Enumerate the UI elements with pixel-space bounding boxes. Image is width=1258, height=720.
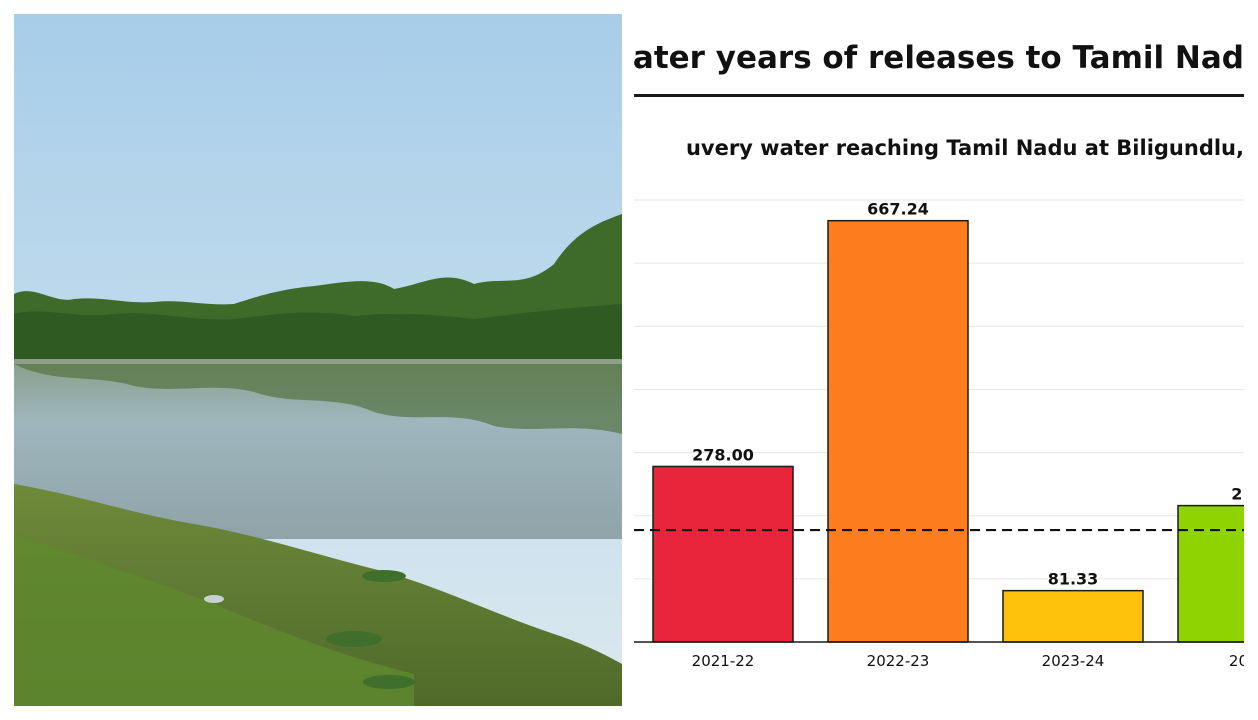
bar-2024 — [1177, 504, 1244, 643]
data-label: 216 — [1231, 485, 1244, 504]
title-divider — [634, 94, 1244, 97]
x-tick-label: 2024 — [1229, 652, 1244, 670]
bar-chart: 278.00 2021-22 667.24 2022-23 81.33 2023-24 21… — [634, 199, 1244, 670]
chart-subtitle: uvery water reaching Tamil Nadu at Bilig… — [685, 136, 1244, 160]
x-tick-label: 2022-23 — [867, 652, 930, 670]
river-landscape-photo — [14, 14, 622, 706]
bar-2023-24 — [1002, 589, 1144, 643]
bar-2022-23 — [827, 219, 969, 643]
bar-2021-22 — [652, 465, 794, 643]
data-label: 81.33 — [1048, 570, 1099, 589]
x-tick-label: 2023-24 — [1042, 652, 1105, 670]
data-label: 667.24 — [867, 200, 929, 219]
data-label: 278.00 — [692, 445, 754, 464]
x-tick-label: 2021-22 — [692, 652, 755, 670]
chart-title: ater years of releases to Tamil Nad — [634, 40, 1244, 76]
chart-panel: ater years of releases to Tamil Nad uver… — [634, 0, 1244, 720]
